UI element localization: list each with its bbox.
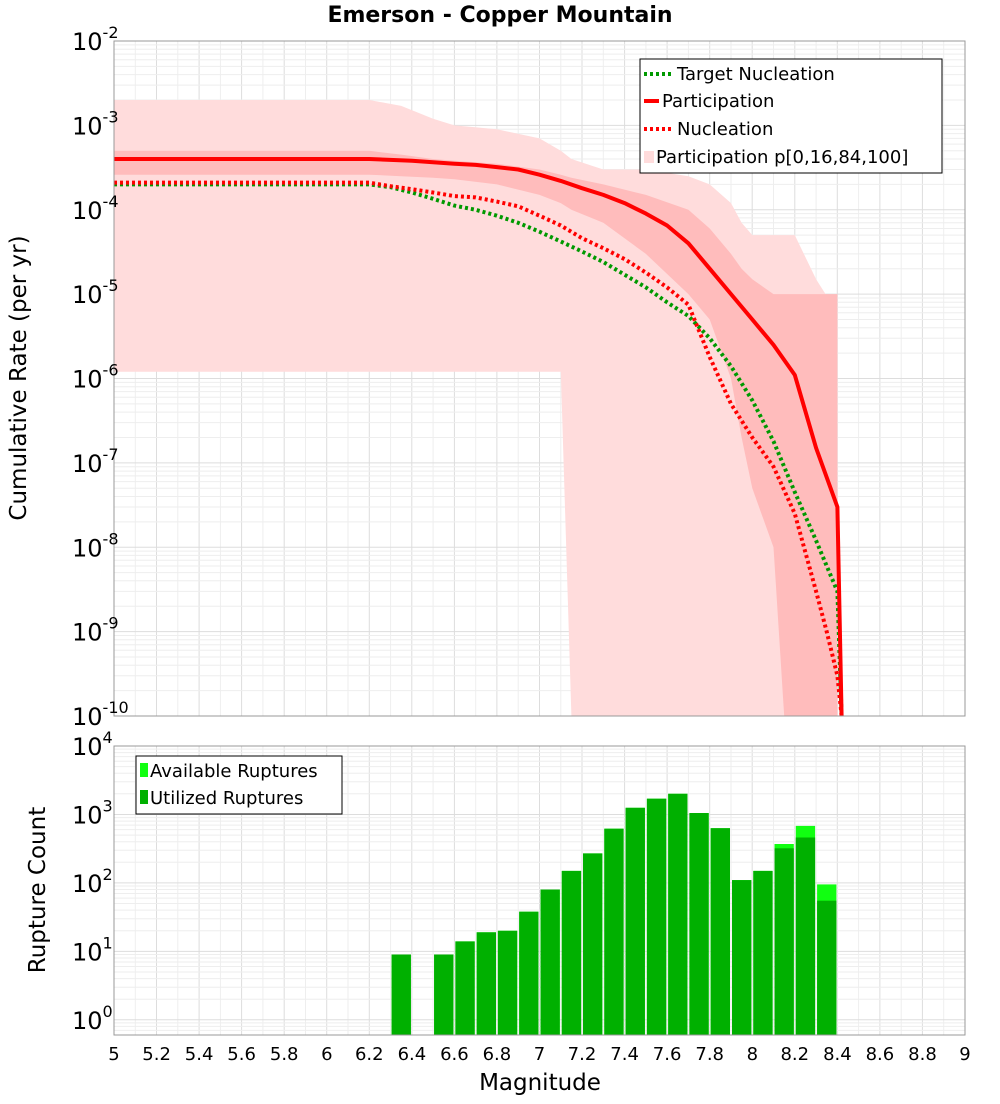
y-tick-label: 10-8 bbox=[72, 529, 119, 562]
bar-utilized bbox=[625, 807, 645, 1035]
x-tick-label: 8.2 bbox=[780, 1044, 809, 1065]
x-tick-label: 7.4 bbox=[610, 1044, 639, 1065]
legend-swatch-utilized bbox=[140, 790, 148, 804]
y-tick-label: 102 bbox=[72, 865, 113, 898]
legend-swatch-available bbox=[140, 763, 148, 777]
x-tick-label: 7 bbox=[534, 1044, 545, 1065]
x-tick-label: 6.4 bbox=[398, 1044, 427, 1065]
count-plot-y-ticks: 100 101 102 103 104 bbox=[72, 728, 113, 1035]
y-tick-label: 10-7 bbox=[72, 445, 119, 478]
count-legend: Available Ruptures Utilized Ruptures bbox=[135, 755, 343, 815]
x-tick-label: 8.6 bbox=[866, 1044, 895, 1065]
x-tick-label: 6.2 bbox=[355, 1044, 384, 1065]
x-tick-label: 8 bbox=[747, 1044, 758, 1065]
x-tick-label: 9 bbox=[959, 1044, 970, 1065]
x-tick-label: 5.2 bbox=[142, 1044, 171, 1065]
y-tick-label: 10-6 bbox=[72, 361, 119, 394]
x-tick-label: 7.6 bbox=[653, 1044, 682, 1065]
count-y-axis-label: Rupture Count bbox=[25, 807, 51, 973]
y-tick-label: 104 bbox=[72, 728, 113, 761]
x-tick-label: 5.6 bbox=[227, 1044, 256, 1065]
bar-utilized bbox=[583, 853, 603, 1035]
x-tick-label: 5 bbox=[108, 1044, 119, 1065]
rate-y-axis-label: Cumulative Rate (per yr) bbox=[6, 235, 32, 520]
y-tick-label: 100 bbox=[72, 1002, 113, 1035]
count-plot-x-ticks: 5 5.2 5.4 5.6 5.8 6 6.2 6.4 6.6 6.8 7 7.2 7.4 7.6 7.8 8… bbox=[108, 1044, 970, 1065]
magnitude-x-axis-label: Magnitude bbox=[479, 1070, 601, 1096]
rate-legend: Target Nucleation Participation Nucleati… bbox=[639, 58, 943, 174]
bar-utilized bbox=[668, 793, 688, 1035]
y-tick-label: 10-2 bbox=[72, 23, 119, 56]
y-tick-label: 10-10 bbox=[72, 698, 129, 731]
chart-title: Emerson - Copper Mountain bbox=[327, 3, 672, 28]
bar-utilized bbox=[561, 870, 582, 1035]
y-tick-label: 10-4 bbox=[72, 192, 119, 225]
bar-utilized bbox=[817, 900, 837, 1035]
bar-utilized bbox=[455, 941, 475, 1035]
series-line-target-nucleation bbox=[114, 182, 844, 717]
count-legend-box bbox=[135, 755, 343, 815]
rate-legend-box bbox=[639, 58, 943, 174]
bar-utilized bbox=[795, 837, 816, 1035]
x-tick-label: 7.8 bbox=[695, 1044, 724, 1065]
legend-label-nucleation: Nucleation bbox=[677, 119, 773, 140]
rate-plot-frame bbox=[113, 40, 966, 717]
x-tick-label: 6 bbox=[321, 1044, 332, 1065]
x-tick-label: 6.6 bbox=[440, 1044, 469, 1065]
rate-plot-y-ticks: 10-10 10-9 10-8 10-7 10-6 10-5 10-4 10-3 10-2 bbox=[72, 23, 129, 731]
x-tick-label: 7.2 bbox=[568, 1044, 597, 1065]
bar-utilized bbox=[519, 911, 539, 1035]
bar-utilized bbox=[497, 930, 518, 1035]
bar-utilized bbox=[434, 954, 454, 1035]
x-tick-label: 8.8 bbox=[908, 1044, 937, 1065]
series-line-nucleation bbox=[114, 180, 844, 717]
y-tick-label: 10-9 bbox=[72, 614, 119, 647]
count-plot-frame bbox=[113, 745, 966, 1036]
bar-utilized bbox=[540, 889, 560, 1035]
x-tick-label: 6.8 bbox=[483, 1044, 512, 1065]
x-tick-label: 5.8 bbox=[270, 1044, 299, 1065]
bar-utilized bbox=[476, 932, 496, 1035]
y-tick-label: 10-5 bbox=[72, 276, 119, 309]
series-line-participation bbox=[114, 157, 844, 717]
y-tick-label: 10-3 bbox=[72, 107, 119, 140]
bar-utilized bbox=[710, 828, 730, 1035]
bar-utilized bbox=[689, 813, 709, 1035]
x-tick-label: 5.4 bbox=[185, 1044, 214, 1065]
y-tick-label: 101 bbox=[72, 933, 113, 966]
rate-plot-lines bbox=[114, 157, 844, 717]
legend-label-target-nucleation: Target Nucleation bbox=[676, 64, 835, 85]
legend-label-participation: Participation bbox=[662, 91, 774, 112]
bar-utilized bbox=[604, 828, 624, 1035]
y-tick-label: 103 bbox=[72, 797, 113, 830]
bar-utilized bbox=[774, 848, 794, 1035]
legend-label-participation-band: Participation p[0,16,84,100] bbox=[656, 147, 908, 168]
bar-utilized bbox=[646, 798, 667, 1035]
count-plot-bars bbox=[391, 793, 837, 1035]
legend-label-available: Available Ruptures bbox=[150, 761, 318, 782]
x-tick-label: 8.4 bbox=[823, 1044, 852, 1065]
bar-utilized bbox=[753, 870, 773, 1035]
legend-swatch-participation-band bbox=[644, 151, 654, 163]
participation-percentile-bands bbox=[114, 100, 838, 717]
legend-label-utilized: Utilized Ruptures bbox=[150, 788, 303, 809]
bar-utilized bbox=[391, 954, 411, 1035]
bar-utilized bbox=[732, 880, 752, 1035]
